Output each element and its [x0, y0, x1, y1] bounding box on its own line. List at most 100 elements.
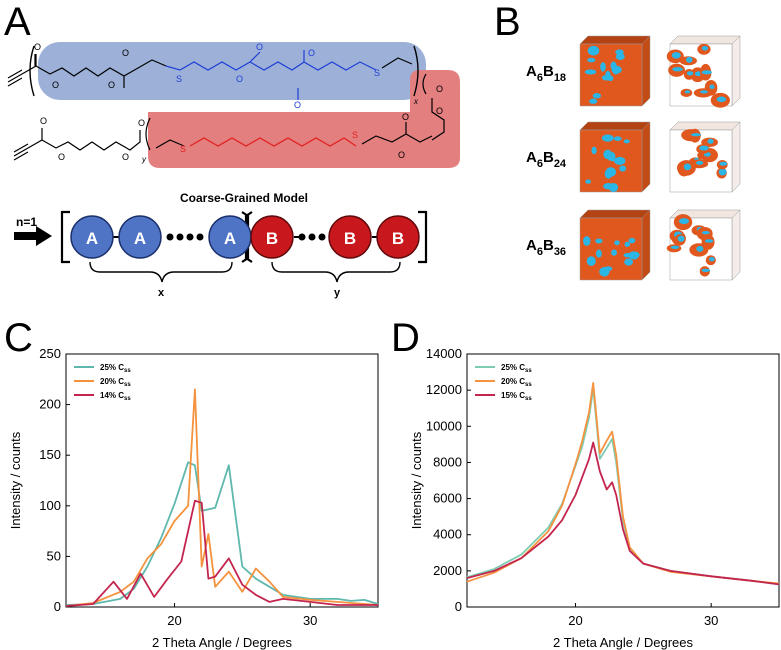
series-line-1	[466, 387, 780, 586]
y-tick-label: 0	[54, 599, 61, 614]
cg-bracket-right	[418, 210, 428, 264]
cg-bracket-left	[60, 210, 70, 264]
atom-o: O	[40, 116, 47, 126]
y-tick-label: 8000	[433, 454, 462, 469]
y-tick-label: 0	[455, 599, 462, 614]
panel-a-chemical-structure: O O O O S O O O O S x O O O O O O y S S …	[7, 42, 460, 299]
bead-b	[250, 215, 294, 259]
y-tick-label: 2000	[433, 563, 462, 578]
y-tick-label: 6000	[433, 491, 462, 506]
legend-label: 25% Css	[501, 363, 532, 374]
brace-x	[89, 261, 233, 283]
block-a-highlight	[38, 42, 426, 100]
atom-o: O	[58, 152, 65, 162]
x-tick-label: 20	[167, 613, 181, 628]
atom-o: O	[256, 42, 263, 52]
y-tick-label: 100	[39, 498, 61, 513]
x-tick-label: 20	[568, 613, 582, 628]
solid-cube-snapshot	[579, 35, 651, 107]
legend-label: 25% Css	[100, 363, 131, 374]
atom-o: O	[236, 74, 243, 84]
bead-a-label: A	[224, 229, 236, 248]
y-tick-label: 150	[39, 447, 61, 462]
subscript-y: y	[141, 155, 147, 164]
plot-frame	[65, 353, 379, 608]
n-label: n=1	[16, 215, 37, 229]
x-axis-label: 2 Theta Angle / Degrees	[553, 635, 693, 650]
atom-o: O	[402, 112, 409, 122]
x-tick-label: 30	[704, 613, 718, 628]
y-tick-label: 50	[47, 548, 61, 563]
atom-s: S	[180, 144, 186, 154]
arrow-right-icon	[14, 226, 52, 246]
atom-o: O	[122, 152, 129, 162]
brace-y	[271, 261, 401, 283]
ellipsis-dots-a	[166, 233, 204, 241]
panel-letter-d: D	[391, 316, 420, 360]
solid-cube-snapshot	[579, 209, 651, 281]
brace-x-label: x	[158, 287, 165, 299]
atom-s: S	[374, 68, 380, 78]
bead-a-label: A	[86, 229, 98, 248]
series-line-2	[466, 382, 780, 585]
panel-letter-b: B	[494, 0, 521, 44]
panel-letter-a: A	[4, 0, 31, 44]
atom-o: O	[138, 118, 145, 128]
y-axis-label: Intensity / counts	[409, 431, 424, 529]
atom-o: O	[52, 80, 59, 90]
panel-d-xrd-chart: 0 2000 4000 6000 8000 10000 12000 14000 20 30 2 Th…	[409, 346, 780, 650]
ellipsis-dots-b	[298, 233, 326, 241]
atom-o: O	[436, 84, 443, 94]
atom-o: O	[398, 150, 405, 160]
composition-label: A6B36	[526, 237, 566, 258]
block-b-chain	[13, 122, 433, 161]
domain-cube-snapshot	[666, 35, 741, 108]
bead-a	[70, 215, 114, 259]
atom-o: O	[122, 48, 129, 58]
block-a-chain	[7, 50, 413, 100]
x-axis-label: 2 Theta Angle / Degrees	[152, 635, 292, 650]
atom-o: O	[308, 48, 315, 58]
y-tick-label: 10000	[426, 418, 462, 433]
y-tick-label: 250	[39, 346, 61, 361]
bracket-open	[29, 45, 35, 97]
atom-o: O	[294, 100, 301, 110]
y-tick-label: 12000	[426, 382, 462, 397]
composition-label: A6B24	[526, 149, 567, 170]
solid-cube-snapshot	[579, 121, 651, 193]
legend-label: 14% Css	[100, 391, 131, 402]
bead-a	[118, 215, 162, 259]
brace-y-label: y	[334, 287, 341, 299]
subscript-x: x	[413, 97, 419, 106]
atom-o: O	[436, 106, 443, 116]
atom-s: S	[352, 130, 358, 140]
domain-cube-snapshot	[669, 121, 741, 193]
atom-o: O	[34, 42, 41, 52]
bead-b	[376, 215, 420, 259]
series-line-2	[65, 388, 379, 607]
panel-c-xrd-chart: 0 50 100 150 200 250 20 30 2 Theta Angle / Degre…	[8, 346, 379, 650]
legend-label: 15% Css	[501, 391, 532, 402]
atom-o: O	[108, 80, 115, 90]
composition-label: A6B18	[526, 63, 566, 84]
atom-s: S	[176, 74, 182, 84]
legend-label: 20% Css	[100, 377, 131, 388]
bead-b-label: B	[266, 229, 278, 248]
x-tick-label: 30	[303, 613, 317, 628]
series-line-3	[65, 499, 378, 607]
cg-title: Coarse-Grained Model	[180, 191, 308, 205]
bracket-close	[413, 45, 419, 97]
bead-b-label: B	[392, 229, 404, 248]
y-tick-label: 200	[39, 397, 61, 412]
bead-a-label: A	[134, 229, 146, 248]
panel-b-morphology-snapshots: A6B18 A6B24 A6B36	[526, 35, 741, 281]
block-b-highlight	[148, 70, 460, 168]
series-line-3	[466, 441, 780, 586]
panel-letter-c: C	[4, 316, 33, 360]
bead-b-label: B	[344, 229, 356, 248]
series-line-1	[65, 461, 379, 606]
y-tick-label: 14000	[426, 346, 462, 361]
bead-b	[328, 215, 372, 259]
plot-frame	[466, 353, 780, 608]
y-axis-label: Intensity / counts	[8, 431, 23, 529]
